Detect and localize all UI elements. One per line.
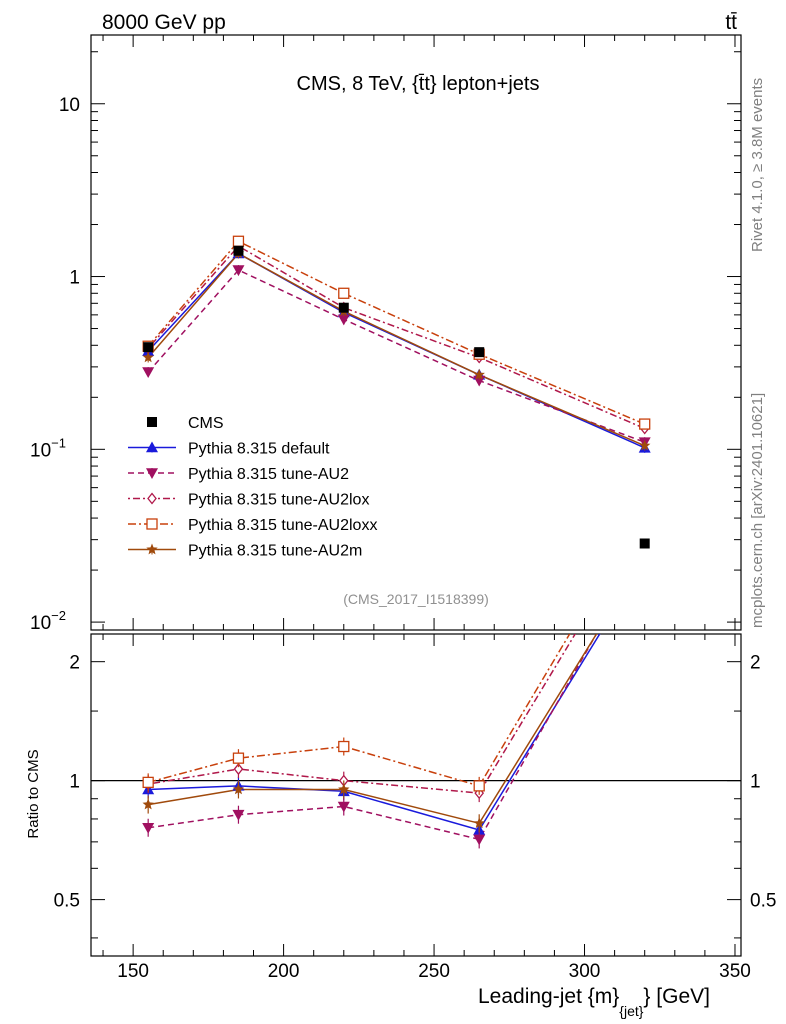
cms-data-point	[474, 347, 485, 358]
rivet-version-label: Rivet 4.1.0, ≥ 3.8M events	[749, 78, 766, 252]
x-axis-label-sub: {jet}	[619, 1003, 643, 1019]
main-plot-frame	[90, 34, 742, 631]
series-2-point	[232, 265, 245, 277]
series-4-line	[147, 240, 645, 425]
legend-marker	[146, 543, 158, 555]
legend-cms-marker	[147, 417, 157, 427]
x-axis-label-main: Leading-jet {m}	[478, 985, 619, 1008]
series-5-point	[639, 439, 651, 451]
legend-item-1: Pythia 8.315 default	[128, 441, 330, 458]
ratio-y-tick-label-right: 0.5	[750, 891, 776, 912]
series-4-point	[338, 287, 350, 299]
series-3-ratio-point	[233, 762, 244, 776]
x-tick-label: 150	[117, 961, 149, 982]
legend-label: Pythia 8.315 tune-AU2	[188, 466, 349, 483]
chart-title: CMS, 8 TeV, {t̄t} lepton+jets	[297, 73, 540, 95]
y-tick-label: 1	[69, 268, 80, 289]
series-2-ratio-line	[148, 634, 598, 841]
legend-cms-label: CMS	[188, 415, 224, 432]
legend-item-3: Pythia 8.315 tune-AU2lox	[128, 492, 369, 509]
y-tick-label: 10−2	[30, 608, 66, 634]
series-5-ratio-point	[142, 798, 154, 810]
legend-marker	[146, 518, 158, 530]
ratio-y-tick-label: 1	[69, 772, 80, 793]
legend-item-5: Pythia 8.315 tune-AU2m	[128, 543, 362, 560]
ratio-y-tick-label: 0.5	[54, 891, 80, 912]
ratio-plot-frame	[90, 633, 742, 957]
legend-marker	[146, 441, 158, 453]
series-5-ratio-point	[338, 783, 350, 795]
series-2-point	[337, 314, 350, 326]
analysis-id-label: (CMS_2017_I1518399)	[343, 591, 489, 607]
x-axis-label-end: } [GeV]	[643, 985, 710, 1008]
series-2-ratio-point	[473, 834, 486, 846]
x-axis-label: Leading-jet {m}{jet}} [GeV]	[478, 985, 710, 1019]
cms-data-point	[233, 245, 244, 256]
series-4-ratio-point	[142, 776, 154, 789]
series-2-ratio-point	[142, 822, 155, 834]
mcplots-label: mcplots.cern.ch [arXiv:2401.10621]	[749, 393, 766, 628]
legend-label: Pythia 8.315 tune-AU2m	[188, 543, 362, 560]
legend-item-2: Pythia 8.315 tune-AU2	[128, 466, 349, 483]
series-4-ratio-point	[338, 740, 350, 753]
legend-label: Pythia 8.315 tune-AU2loxx	[188, 517, 377, 534]
legend-label: Pythia 8.315 tune-AU2lox	[188, 492, 369, 509]
series-4-ratio-point	[232, 752, 245, 764]
series-4-point	[639, 418, 651, 430]
legend-label: Pythia 8.315 default	[188, 441, 330, 458]
cms-data-point	[639, 538, 650, 549]
series-5-point	[473, 368, 485, 380]
ratio-y-axis-label: Ratio to CMS	[25, 749, 42, 838]
beam-energy-label: 8000 GeV pp	[102, 11, 226, 34]
x-tick-label: 250	[418, 961, 450, 982]
series-4-ratio-point	[473, 780, 485, 792]
x-tick-label: 200	[268, 961, 300, 982]
series-2-ratio-point	[232, 809, 245, 821]
legend: CMS Pythia 8.315 default Pythia 8.315 tune…	[128, 415, 377, 560]
cms-data-point	[143, 342, 154, 353]
series-3-line	[147, 245, 645, 430]
series-5-point	[142, 351, 154, 363]
series-3-ratio-line	[148, 634, 577, 794]
cms-data-point	[338, 302, 349, 313]
series-2-ratio-point	[337, 801, 350, 813]
x-tick-label: 350	[719, 961, 751, 982]
process-label: tt̄	[725, 11, 737, 34]
legend-item-cms: CMS	[147, 415, 224, 432]
legend-marker	[146, 468, 158, 479]
series-5-ratio-point	[232, 783, 245, 795]
legend-marker	[147, 492, 157, 505]
legend-item-4: Pythia 8.315 tune-AU2loxx	[128, 517, 377, 534]
x-tick-label: 300	[569, 961, 601, 982]
ratio-y-tick-label-right: 1	[750, 772, 761, 793]
series-2-point	[142, 367, 155, 379]
y-tick-label: 10	[59, 95, 80, 116]
series-4-point	[232, 235, 245, 247]
series-5-ratio-point	[473, 817, 485, 829]
ratio-y-tick-label: 2	[69, 653, 80, 674]
y-tick-label: 10−1	[30, 435, 66, 461]
ratio-y-tick-label-right: 2	[750, 653, 761, 674]
